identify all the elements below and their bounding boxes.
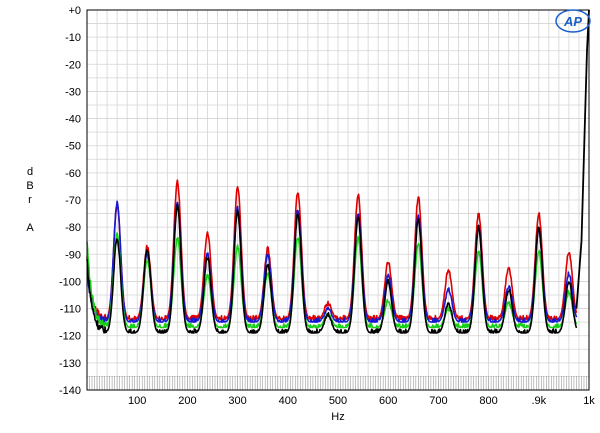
steep-rise-line xyxy=(575,9,590,309)
y-tick-label: -60 xyxy=(65,168,81,180)
minor-tick-marks xyxy=(89,376,587,390)
x-tick-label: 200 xyxy=(178,395,196,407)
x-tick-label: 800 xyxy=(479,395,497,407)
x-tick-labels: 100 200 300 400 500 600 700 800 .9k 1k xyxy=(128,395,595,407)
y-tick-label: +0 xyxy=(68,5,81,17)
y-tick-label: -100 xyxy=(59,276,81,288)
x-tick-label: 700 xyxy=(429,395,447,407)
y-tick-label: -50 xyxy=(65,141,81,153)
x-tick-label: 300 xyxy=(228,395,246,407)
y-tick-labels: +0 -10 -20 -30 -40 -50 -60 -70 -80 -90 -100 -110 -12… xyxy=(59,5,81,397)
ap-logo-ellipse xyxy=(555,9,591,33)
x-axis-title: Hz xyxy=(331,411,344,423)
y-axis-title-char: d xyxy=(27,166,33,178)
y-tick-label: -10 xyxy=(65,32,81,44)
y-tick-label: -130 xyxy=(59,358,81,370)
ap-logo-text: AP xyxy=(563,14,582,29)
y-axis-title-char: r xyxy=(28,194,32,206)
series-line xyxy=(86,179,578,321)
y-tick-label: -20 xyxy=(65,59,81,71)
y-tick-label: -90 xyxy=(65,249,81,261)
x-tick-label: .9k xyxy=(531,395,546,407)
y-tick-label: -80 xyxy=(65,222,81,234)
plot-frame xyxy=(86,9,590,391)
x-tick-label: 1k xyxy=(583,395,595,407)
y-tick-label: -140 xyxy=(59,385,81,397)
y-axis-title: dBr A xyxy=(26,166,34,234)
x-tick-label: 100 xyxy=(128,395,146,407)
ap-logo: AP xyxy=(555,9,591,33)
series-line xyxy=(86,200,578,323)
x-tick-label: 500 xyxy=(329,395,347,407)
series-layer xyxy=(86,9,590,334)
y-tick-label: -70 xyxy=(65,195,81,207)
y-tick-label: -30 xyxy=(65,86,81,98)
y-tick-label: -120 xyxy=(59,331,81,343)
x-tick-label: 400 xyxy=(279,395,297,407)
y-axis-title-char: B xyxy=(26,180,33,192)
y-axis-title-char: A xyxy=(26,222,34,234)
y-tick-label: -40 xyxy=(65,114,81,126)
y-tick-label: -110 xyxy=(60,304,81,316)
series-line xyxy=(86,203,578,334)
x-tick-label: 600 xyxy=(379,395,397,407)
